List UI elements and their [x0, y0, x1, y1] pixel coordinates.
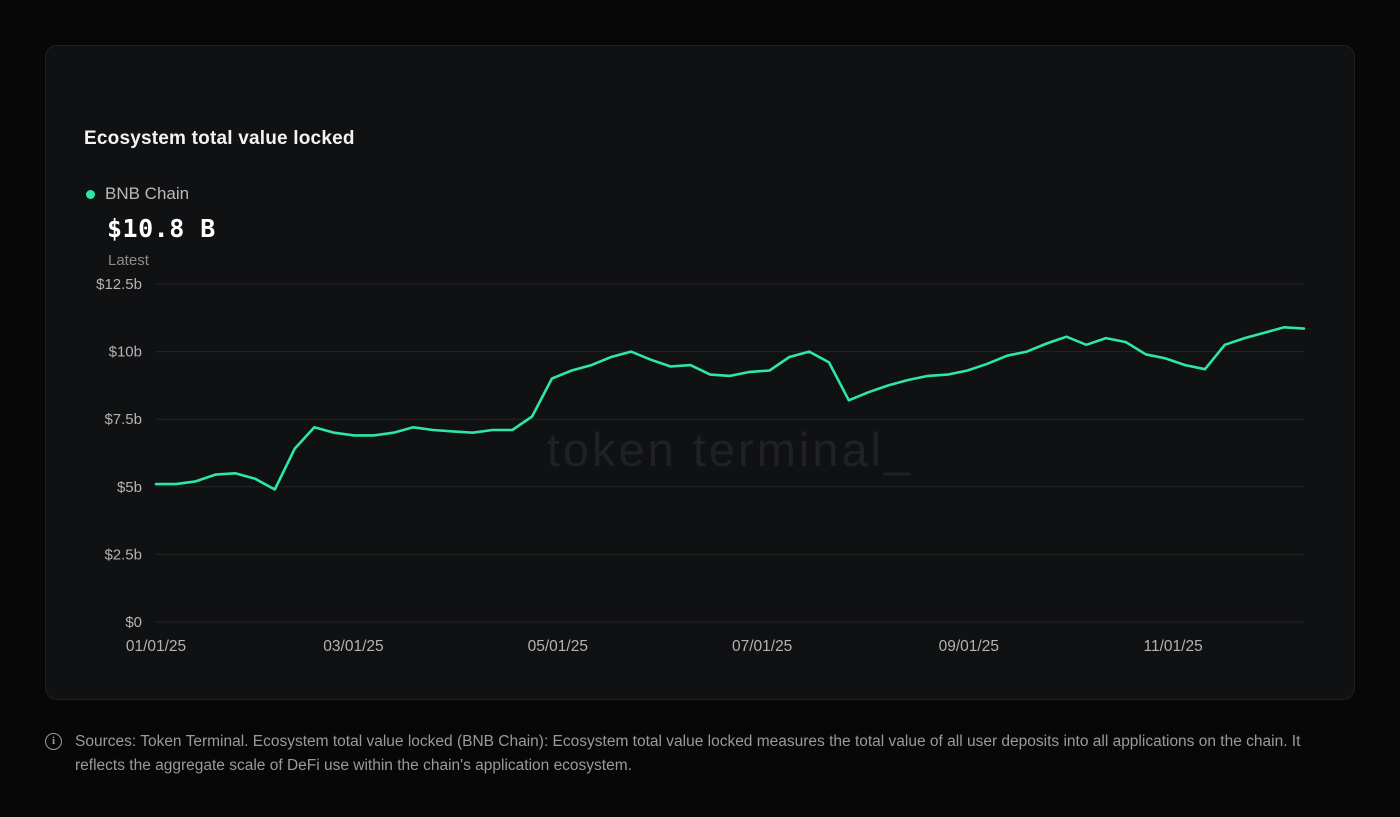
x-axis-tick: 07/01/25	[732, 638, 792, 655]
bnb-chain-tvl-line[interactable]	[154, 326, 1306, 491]
latest-value: $10.8 B	[107, 214, 216, 243]
source-note-text: Sources: Token Terminal. Ecosystem total…	[75, 733, 1301, 775]
x-axis-tick: 03/01/25	[323, 638, 383, 655]
y-axis-tick: $2.5b	[104, 546, 142, 563]
tvl-line-chart[interactable]: $0 $2.5b $5b $7.5b $10b $12.5b 01/01/25 03/01/2…	[84, 261, 1318, 666]
chart-svg[interactable]: $0 $2.5b $5b $7.5b $10b $12.5b 01/01/25 03/01/2…	[84, 261, 1318, 666]
source-note: i Sources: Token Terminal. Ecosystem tot…	[45, 730, 1355, 778]
y-axis-tick: $12.5b	[96, 276, 142, 293]
y-axis-tick: $0	[125, 614, 142, 631]
page-title: Ecosystem total value locked	[84, 128, 355, 149]
y-axis-tick: $10b	[109, 344, 142, 361]
tvl-chart-card: Ecosystem total value locked BNB Chain $…	[45, 45, 1355, 700]
x-axis-tick: 11/01/25	[1144, 638, 1203, 655]
y-axis-tick: $5b	[117, 479, 142, 496]
latest-label: Latest	[108, 252, 149, 269]
legend[interactable]: BNB Chain	[86, 184, 189, 204]
info-icon: i	[45, 733, 62, 750]
legend-label: BNB Chain	[105, 184, 190, 203]
x-axis-tick: 09/01/25	[939, 638, 999, 655]
token-terminal-watermark: token terminal_	[547, 423, 913, 476]
x-axis-tick: 01/01/25	[126, 638, 186, 655]
legend-dot-icon	[86, 189, 95, 199]
x-axis-tick: 05/01/25	[528, 638, 588, 655]
y-axis-tick: $7.5b	[104, 411, 142, 428]
